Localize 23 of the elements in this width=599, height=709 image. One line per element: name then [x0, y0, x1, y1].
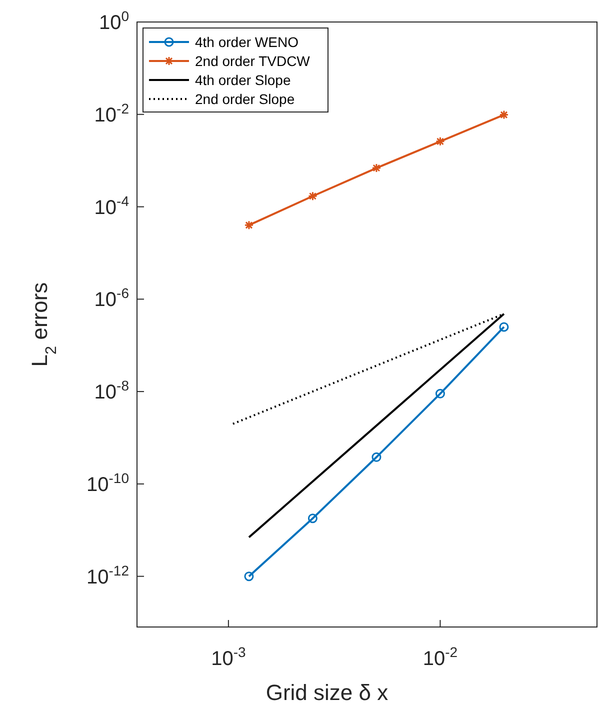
point	[435, 388, 445, 398]
legend-label: 4th order Slope	[195, 72, 291, 88]
point	[499, 322, 509, 332]
point	[499, 110, 509, 120]
legend-label: 2nd order Slope	[195, 91, 295, 107]
point	[308, 514, 318, 524]
y-tick-label: 10$^{-6}$	[94, 285, 130, 312]
y-tick-label: 10$^{-12}$	[86, 562, 130, 588]
point	[372, 452, 382, 462]
point	[308, 191, 318, 201]
legend-label: 4th order WENO	[195, 34, 299, 50]
legend-label: 2nd order TVDCW	[195, 53, 311, 69]
y-tick-label: 10$^{-2}$	[94, 100, 130, 126]
point	[244, 572, 254, 582]
point	[435, 136, 445, 146]
y-tick-label: 10$^{0}$	[98, 8, 130, 34]
x-tick-label: 10$^{-3}$	[211, 644, 246, 670]
x-axis-title: Grid size δ x	[266, 680, 388, 705]
y-tick-label: 10$^{-4}$	[94, 192, 130, 219]
y-tick-label: 10$^{-10}$	[86, 470, 130, 496]
y-tick-label: 10$^{-8}$	[94, 378, 130, 404]
point	[372, 163, 382, 173]
point	[244, 220, 254, 230]
